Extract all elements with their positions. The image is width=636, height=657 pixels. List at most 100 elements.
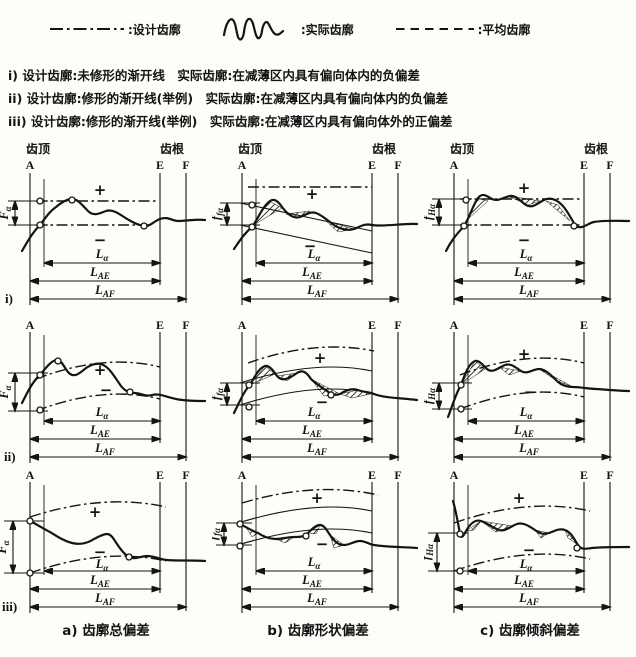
svg-text:LAF: LAF bbox=[518, 283, 539, 299]
minus-sign: − bbox=[94, 231, 107, 249]
tangency-points bbox=[36, 196, 148, 230]
svg-text:Fα: Fα bbox=[0, 384, 13, 399]
svg-text:A: A bbox=[26, 319, 35, 332]
svg-text:LAE: LAE bbox=[301, 573, 322, 589]
svg-text:LAF: LAF bbox=[94, 441, 115, 457]
caption-profile-form-deviation: b) 齿廓形状偏差 bbox=[267, 623, 369, 639]
tangency-points bbox=[236, 520, 310, 550]
svg-text:F: F bbox=[182, 319, 189, 332]
svg-text:E: E bbox=[580, 158, 588, 172]
diagram-ii-b: A E F + − ffα bbox=[212, 319, 419, 463]
design-profile-arc bbox=[241, 488, 379, 504]
svg-text:A: A bbox=[238, 469, 247, 482]
tangency-points bbox=[457, 381, 465, 413]
svg-text:LAE: LAE bbox=[301, 423, 322, 439]
range-frame: A E F bbox=[26, 469, 190, 613]
length-dimensions: Lα LAE LAF bbox=[454, 405, 610, 457]
svg-text:fHα: fHα bbox=[424, 543, 435, 560]
plus-sign: + bbox=[518, 179, 531, 197]
svg-text:A: A bbox=[238, 158, 247, 172]
svg-text:LAF: LAF bbox=[306, 441, 327, 457]
minus-sign: − bbox=[523, 541, 536, 559]
length-dimensions: Lα LAE LAF bbox=[454, 557, 610, 607]
tangency-points bbox=[26, 517, 133, 577]
dash-dot-line-sample bbox=[50, 28, 124, 30]
svg-text:齿顶: 齿顶 bbox=[238, 141, 262, 156]
svg-text:F: F bbox=[394, 319, 401, 332]
range-frame: A E F bbox=[238, 319, 402, 463]
hatched-deviation-areas bbox=[249, 365, 371, 399]
actual-profile-trace bbox=[444, 193, 631, 253]
actual-profile-trace bbox=[451, 499, 631, 550]
minus-sign: − bbox=[524, 383, 537, 401]
svg-text:ffα: ffα bbox=[212, 207, 225, 220]
plus-sign: + bbox=[518, 345, 531, 363]
deviation-dimension: Fα bbox=[0, 373, 48, 411]
svg-text:LAF: LAF bbox=[518, 441, 539, 457]
svg-text:齿顶: 齿顶 bbox=[450, 141, 474, 156]
diagram-iii-c: A E F + − fHα bbox=[424, 469, 631, 613]
svg-text:A: A bbox=[450, 469, 459, 482]
svg-text:LAF: LAF bbox=[306, 283, 327, 299]
design-profile-lines bbox=[36, 200, 158, 226]
tangency-points bbox=[460, 196, 578, 230]
svg-text:F: F bbox=[606, 319, 613, 332]
svg-text:LAE: LAE bbox=[513, 423, 534, 439]
diagram-row-ii: A E F + − Fα Lα bbox=[0, 319, 636, 469]
row-label-iii: iii) bbox=[2, 599, 17, 614]
svg-text:LAF: LAF bbox=[94, 591, 115, 607]
actual-profile-trace bbox=[446, 359, 631, 419]
svg-text:齿根: 齿根 bbox=[584, 141, 608, 156]
minus-sign: − bbox=[304, 237, 317, 255]
diagram-row-i: 齿顶 齿根 A E F + − Fα bbox=[0, 139, 636, 319]
svg-text:LAF: LAF bbox=[518, 591, 539, 607]
dashed-line-sample bbox=[395, 28, 474, 30]
svg-text:LAE: LAE bbox=[89, 573, 110, 589]
hatched-deviation-areas bbox=[460, 360, 572, 387]
svg-text:fHα: fHα bbox=[424, 387, 437, 404]
svg-text:LAF: LAF bbox=[94, 283, 115, 299]
svg-text:齿根: 齿根 bbox=[160, 141, 184, 156]
plus-sign: + bbox=[89, 503, 102, 521]
svg-text:F: F bbox=[606, 469, 613, 482]
svg-text:齿顶: 齿顶 bbox=[26, 141, 50, 156]
svg-text:E: E bbox=[368, 158, 376, 172]
svg-text:LAE: LAE bbox=[89, 423, 110, 439]
deviation-dimension: ffα bbox=[212, 523, 252, 545]
svg-text:LAE: LAE bbox=[301, 265, 322, 281]
svg-text:E: E bbox=[156, 319, 164, 332]
svg-text:A: A bbox=[238, 319, 247, 332]
deviation-dimension: fHα bbox=[424, 533, 468, 571]
svg-text:LAE: LAE bbox=[513, 265, 534, 281]
length-dimensions: Lα LAE LAF bbox=[242, 555, 398, 607]
diagram-ii-c: A E F + − fHα bbox=[424, 319, 631, 463]
svg-text:Lα: Lα bbox=[307, 405, 322, 421]
minus-sign: − bbox=[316, 393, 329, 411]
actual-profile-trace bbox=[232, 364, 419, 415]
tangency-points bbox=[36, 357, 134, 414]
legend-label-actual: :实际齿廓 bbox=[300, 22, 354, 37]
svg-text:Fα: Fα bbox=[0, 539, 11, 554]
svg-text:fHα: fHα bbox=[424, 203, 437, 220]
svg-text:Lα: Lα bbox=[519, 247, 534, 263]
design-profile-arc bbox=[247, 346, 375, 364]
diagram-iii-b: A E F + − ffα bbox=[212, 469, 419, 613]
legend-item-mean-profile: :平均齿廓 bbox=[394, 21, 531, 38]
legend-label-design: :设计齿廓 bbox=[128, 22, 181, 37]
legend-label-mean: :平均齿廓 bbox=[477, 22, 531, 37]
svg-text:ffα: ffα bbox=[212, 527, 222, 540]
diagram-i-c: 齿顶 齿根 A E F + − fHα bbox=[424, 141, 631, 305]
diagram-ii-a: A E F + − Fα Lα bbox=[0, 319, 207, 464]
svg-text:A: A bbox=[26, 469, 35, 482]
tangency-points bbox=[456, 530, 581, 575]
svg-text:Lα: Lα bbox=[307, 555, 322, 571]
length-dimensions: Lα LAE LAF bbox=[30, 247, 186, 299]
svg-text:E: E bbox=[580, 319, 588, 332]
length-dimensions: Lα LAE LAF bbox=[242, 405, 398, 457]
tangency-points bbox=[248, 201, 256, 231]
plus-sign: + bbox=[311, 489, 324, 507]
caption-total-profile-deviation: a) 齿廓总偏差 bbox=[62, 623, 150, 639]
svg-text:F: F bbox=[182, 469, 189, 482]
svg-text:F: F bbox=[394, 469, 401, 482]
svg-text:Lα: Lα bbox=[519, 405, 534, 421]
